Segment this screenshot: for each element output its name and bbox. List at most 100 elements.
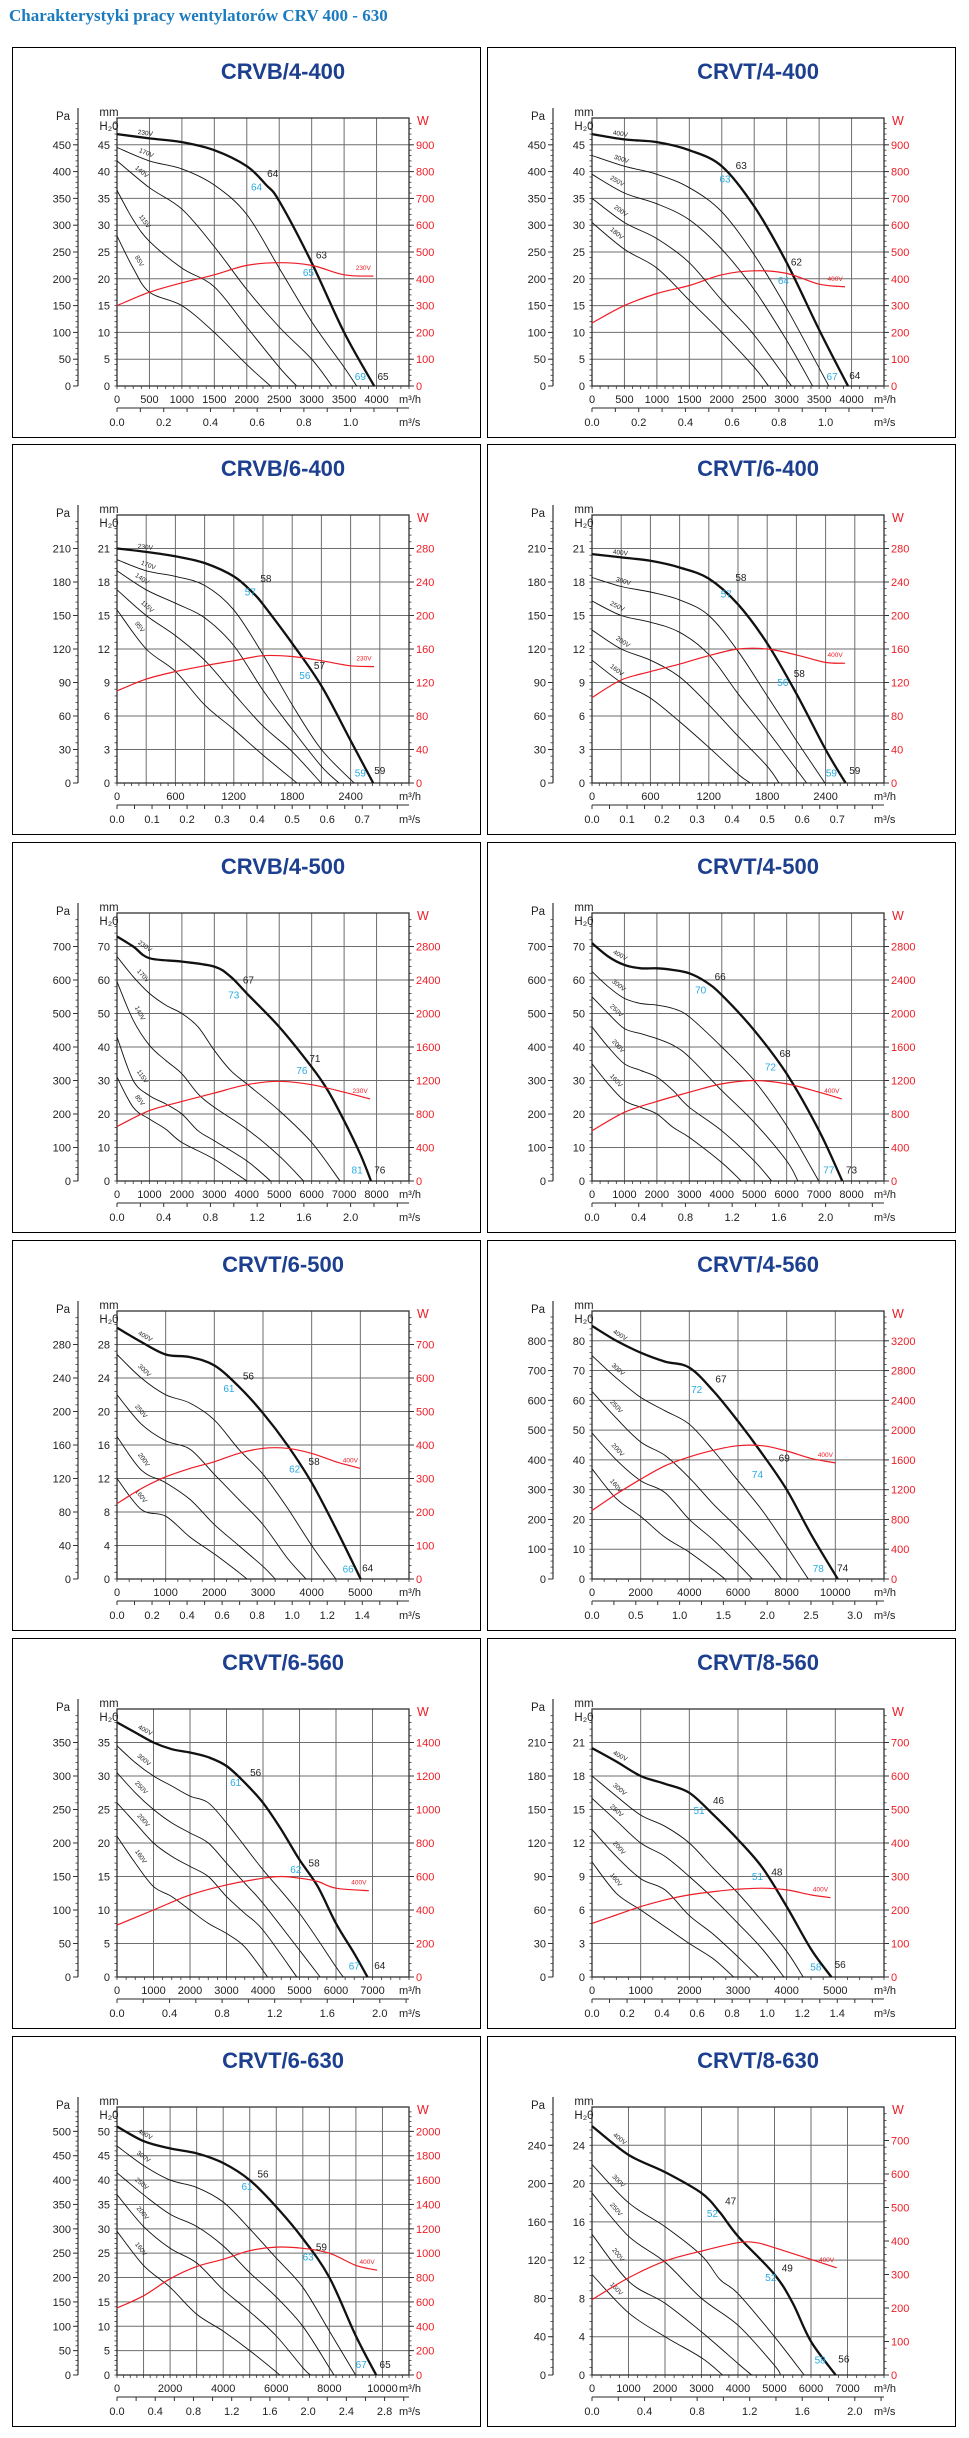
x2-tick-label: 0.8 bbox=[678, 1212, 693, 1224]
chart-panel: CRVT/6-630 0 50 100 150 200 250 300 350 400 450 500… bbox=[12, 2036, 481, 2427]
pa-tick-label: 150 bbox=[53, 1872, 71, 1884]
x2-tick-label: 0.2 bbox=[654, 814, 669, 826]
x-tick-label: 3000 bbox=[689, 2383, 713, 2395]
noise-annotation: 67 bbox=[715, 1374, 727, 1385]
w-tick-label: 2000 bbox=[891, 1009, 915, 1021]
w-tick-label: 1200 bbox=[416, 2224, 440, 2236]
efficiency-annotation: 51 bbox=[694, 1806, 706, 1817]
mm-tick-label: 10 bbox=[573, 1143, 585, 1155]
mm-tick-label: 6 bbox=[104, 711, 110, 723]
x-unit-label: m³/h bbox=[874, 1587, 896, 1599]
x-tick-label: 8000 bbox=[774, 1587, 798, 1599]
x-tick-label: 0 bbox=[589, 1985, 595, 1997]
chart-panel: CRVT/8-560 0 30 60 90 120 150 180 210 Pa 0 3 6 9 12 15 1… bbox=[487, 1638, 956, 2029]
pa-tick-label: 120 bbox=[528, 1838, 546, 1850]
x-tick-label: 4000 bbox=[211, 2383, 235, 2395]
efficiency-annotation: 61 bbox=[223, 1384, 235, 1395]
pressure-curve-300v bbox=[591, 971, 820, 1182]
curve-voltage-label: 300V bbox=[611, 1782, 628, 1797]
chart-panel: CRVB/4-500 0 100 200 300 400 500 600 700 Pa 0 10 20 3… bbox=[12, 842, 481, 1233]
efficiency-annotation: 67 bbox=[827, 372, 839, 383]
x2-tick-label: 0.6 bbox=[689, 2008, 704, 2020]
x2-tick-label: 2.0 bbox=[343, 1212, 358, 1224]
pa-tick-label: 50 bbox=[59, 1939, 71, 1951]
x-axis-m3s: 0.0 0.5 1.0 1.5 2.0 2.5 3.0 m³/s bbox=[584, 1600, 896, 1622]
x-tick-label: 0 bbox=[114, 1587, 120, 1599]
x-unit-label: m³/h bbox=[399, 2383, 421, 2395]
pa-tick-label: 250 bbox=[528, 247, 546, 259]
x2-tick-label: 0.0 bbox=[584, 2008, 599, 2020]
power-curve bbox=[116, 654, 375, 692]
pressure-curve-250v bbox=[591, 173, 813, 387]
x-tick-label: 3000 bbox=[251, 1587, 275, 1599]
x-tick-label: 5000 bbox=[762, 2383, 786, 2395]
noise-annotation: 63 bbox=[736, 161, 748, 172]
w-tick-label: 40 bbox=[891, 745, 903, 757]
mm-axis-label: mm bbox=[574, 2096, 593, 2108]
mm-tick-label: 3 bbox=[579, 1939, 585, 1951]
w-tick-label: 700 bbox=[416, 1340, 434, 1352]
curve-voltage-label: 400V bbox=[612, 130, 629, 139]
x2-tick-label: 0.0 bbox=[109, 2406, 124, 2418]
pa-axis: 0 50 100 150 200 250 300 350 Pa bbox=[53, 1699, 79, 1984]
pressure-curve-230v bbox=[116, 547, 375, 784]
power-axis: 0 40 80 120 160 200 240 280 W bbox=[409, 511, 434, 790]
pa-tick-label: 250 bbox=[53, 2248, 71, 2260]
pa-tick-label: 0 bbox=[65, 1574, 71, 1586]
w-tick-label: 800 bbox=[891, 1109, 909, 1121]
x-tick-label: 5000 bbox=[823, 1985, 847, 1997]
pa-tick-label: 100 bbox=[53, 1905, 71, 1917]
x2-tick-label: 1.2 bbox=[742, 2406, 757, 2418]
chart-title: CRVB/4-500 bbox=[221, 854, 345, 879]
x2-tick-label: 0.4 bbox=[725, 814, 740, 826]
power-curve bbox=[591, 647, 846, 699]
pa-tick-label: 300 bbox=[528, 1076, 546, 1088]
noise-annotation: 59 bbox=[374, 766, 386, 777]
pa-tick-label: 100 bbox=[528, 1544, 546, 1556]
mm-axis-label: mm bbox=[99, 902, 118, 914]
w-tick-label: 300 bbox=[416, 1474, 434, 1486]
efficiency-annotation: 56 bbox=[299, 671, 311, 682]
efficiency-annotation: 77 bbox=[823, 1165, 835, 1176]
noise-annotation: 69 bbox=[779, 1453, 791, 1464]
fan-curve-chart: CRVT/8-63004080120160200240Pa04812162024… bbox=[528, 2048, 910, 2418]
x2-tick-label: 1.0 bbox=[818, 417, 833, 429]
pa-tick-label: 0 bbox=[540, 1574, 546, 1586]
mm-tick-label: 24 bbox=[573, 2140, 585, 2152]
w-tick-label: 600 bbox=[891, 2169, 909, 2181]
w-axis-label: W bbox=[417, 511, 429, 525]
pa-tick-label: 0 bbox=[540, 2370, 546, 2382]
x2-tick-label: 1.6 bbox=[296, 1212, 311, 1224]
w-tick-label: 0 bbox=[416, 1972, 422, 1984]
w-tick-label: 40 bbox=[416, 745, 428, 757]
fan-curve-chart: CRVT/4-5000100200300400500600700Pa010203… bbox=[528, 854, 916, 1224]
w-tick-label: 200 bbox=[416, 2346, 434, 2358]
mm-tick-label: 15 bbox=[98, 1872, 110, 1884]
x2-tick-label: 0.2 bbox=[619, 2008, 634, 2020]
mm-tick-label: 10 bbox=[573, 327, 585, 339]
x-unit-label: m³/h bbox=[399, 791, 421, 803]
w-tick-label: 800 bbox=[891, 167, 909, 179]
noise-annotation: 64 bbox=[849, 371, 861, 382]
mm-tick-label: 30 bbox=[98, 220, 110, 232]
x-axis-m3h: 0 1000 2000 3000 4000 5000 6000 7000 m³/h bbox=[589, 2375, 896, 2395]
noise-annotation: 59 bbox=[316, 2243, 328, 2254]
mm-tick-label: 18 bbox=[573, 1771, 585, 1783]
x-tick-label: 10000 bbox=[367, 2383, 398, 2395]
x-axis-m3h: 0 1000 2000 3000 4000 5000 6000 7000 m³/h bbox=[114, 1977, 421, 1997]
x-unit-label: m³/h bbox=[399, 1985, 421, 1997]
x2-tick-label: 0.4 bbox=[637, 2406, 652, 2418]
mm-tick-label: 70 bbox=[98, 942, 110, 954]
pa-axis: 0 100 200 300 400 500 600 700 Pa bbox=[528, 903, 554, 1188]
x-tick-label: 6000 bbox=[299, 1189, 323, 1201]
x-tick-label: 5000 bbox=[287, 1985, 311, 1997]
x-tick-label: 1500 bbox=[677, 394, 701, 406]
w-tick-label: 400 bbox=[891, 1143, 909, 1155]
curve-voltage-label: 140V bbox=[133, 165, 150, 180]
x-unit-label: m³/h bbox=[399, 394, 421, 406]
mm-axis: 0 5 10 15 20 25 30 35 40 45 mm H₂0 bbox=[573, 107, 594, 393]
mm-tick-label: 9 bbox=[104, 678, 110, 690]
power-axis: 0 200 400 600 800 1000 1200 1400 1600 1800 2000 W bbox=[409, 2103, 440, 2382]
w-axis-label: W bbox=[417, 2103, 429, 2117]
